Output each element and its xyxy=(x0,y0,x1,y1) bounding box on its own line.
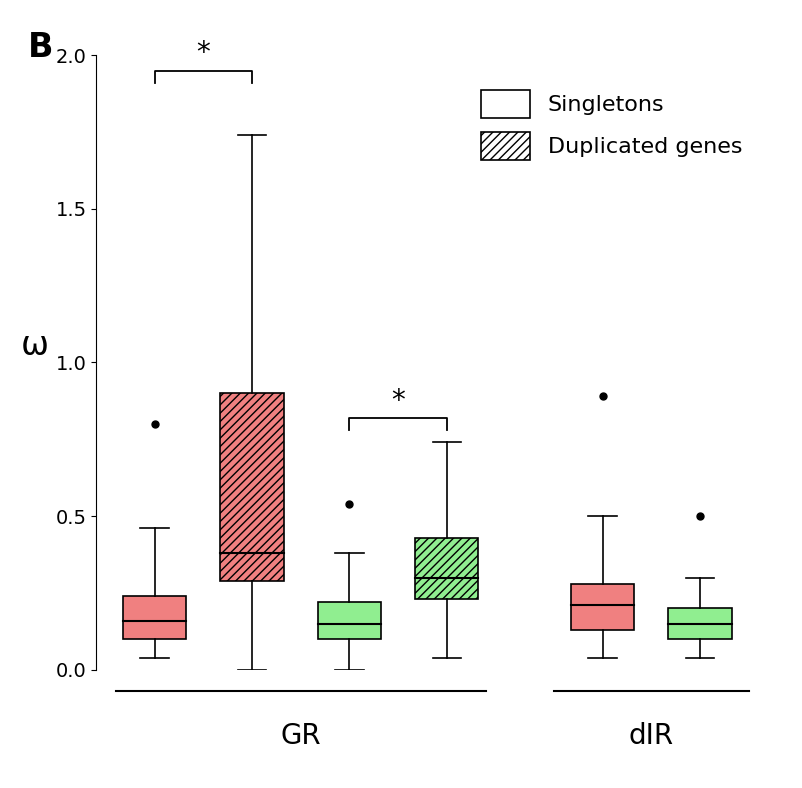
Bar xyxy=(221,393,284,581)
Text: GR: GR xyxy=(281,722,321,750)
Text: *: * xyxy=(196,39,210,68)
Bar xyxy=(318,602,381,639)
Bar xyxy=(668,608,731,639)
Legend: Singletons, Duplicated genes: Singletons, Duplicated genes xyxy=(470,79,753,171)
Text: B: B xyxy=(28,31,54,64)
Text: *: * xyxy=(391,387,405,414)
Bar xyxy=(123,596,186,639)
Text: dIR: dIR xyxy=(629,722,674,750)
Bar xyxy=(415,537,479,599)
Y-axis label: ω: ω xyxy=(21,329,49,362)
Bar xyxy=(571,584,634,630)
